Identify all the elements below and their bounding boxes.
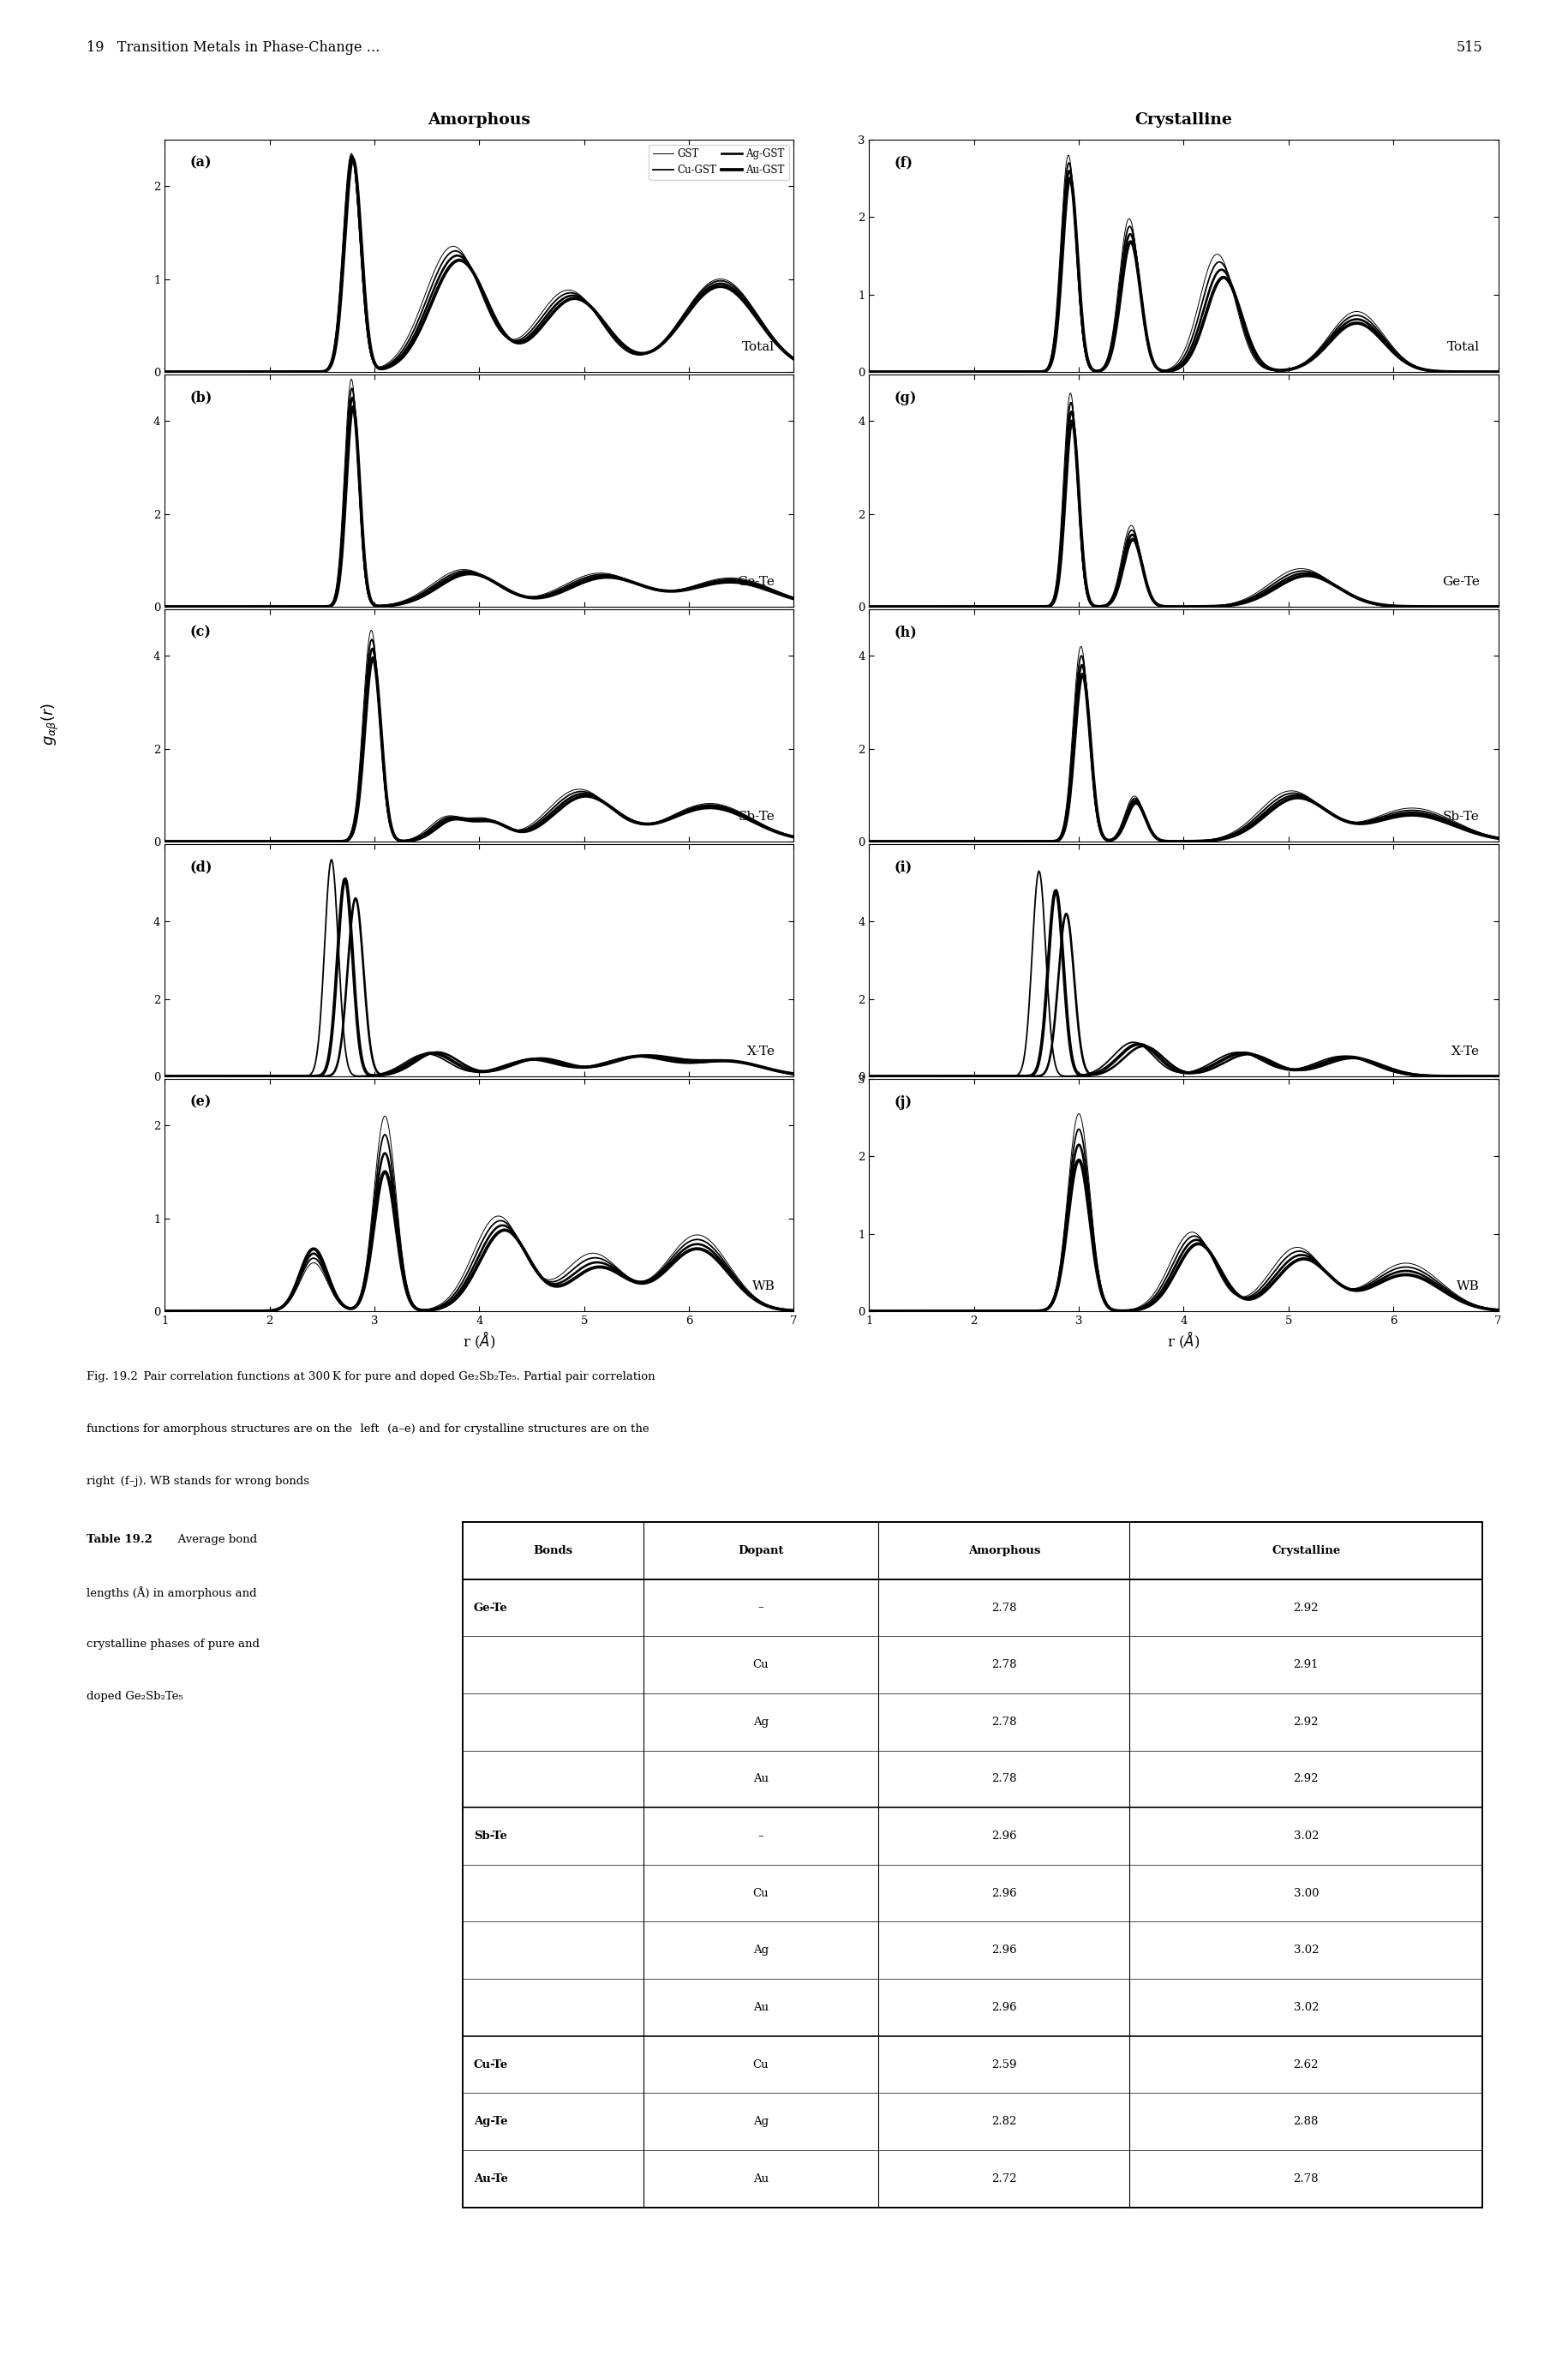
Text: X-Te: X-Te <box>1450 1047 1479 1059</box>
Text: 2.91: 2.91 <box>1292 1658 1319 1670</box>
Text: Au: Au <box>753 1772 768 1784</box>
Text: 3.02: 3.02 <box>1292 2001 1319 2013</box>
Text: Amorphous: Amorphous <box>428 112 530 128</box>
Text: Bonds: Bonds <box>533 1544 572 1556</box>
Text: WB: WB <box>1455 1280 1479 1292</box>
Text: (b): (b) <box>190 390 212 404</box>
Text: (a): (a) <box>190 155 212 171</box>
Text: 2.92: 2.92 <box>1292 1715 1319 1727</box>
Text: Average bond: Average bond <box>172 1534 257 1544</box>
Text: 2.92: 2.92 <box>1292 1772 1319 1784</box>
Text: Crystalline: Crystalline <box>1134 112 1232 128</box>
Text: 2.62: 2.62 <box>1292 2058 1319 2070</box>
Text: Ag: Ag <box>753 1944 768 1956</box>
Legend: GST, Cu-GST, Ag-GST, Au-GST: GST, Cu-GST, Ag-GST, Au-GST <box>649 145 789 181</box>
Text: (d): (d) <box>190 861 212 875</box>
Text: lengths (Å) in amorphous and: lengths (Å) in amorphous and <box>86 1587 256 1599</box>
Text: Cu: Cu <box>753 1658 768 1670</box>
Text: 3.02: 3.02 <box>1292 1944 1319 1956</box>
Text: $g_{\alpha\beta}(r)$: $g_{\alpha\beta}(r)$ <box>39 702 61 745</box>
Text: (e): (e) <box>190 1094 212 1109</box>
Text: Table 19.2: Table 19.2 <box>86 1534 152 1544</box>
Text: 2.59: 2.59 <box>991 2058 1016 2070</box>
Text: WB: WB <box>751 1280 775 1292</box>
Text: 2.78: 2.78 <box>991 1658 1016 1670</box>
Text: Sb-Te: Sb-Te <box>1443 811 1479 823</box>
Text: 2.96: 2.96 <box>991 1829 1016 1841</box>
Text: (i): (i) <box>894 861 913 875</box>
Text: (g): (g) <box>894 390 916 404</box>
Text: Ge-Te: Ge-Te <box>1441 576 1479 588</box>
Text: 2.72: 2.72 <box>991 2172 1016 2184</box>
Text: 515: 515 <box>1455 40 1482 55</box>
Text: 2.78: 2.78 <box>991 1601 1016 1613</box>
Text: Au: Au <box>753 2172 768 2184</box>
Text: 2.96: 2.96 <box>991 2001 1016 2013</box>
Text: functions for amorphous structures are on the   left   (a–e) and for crystalline: functions for amorphous structures are o… <box>86 1423 649 1435</box>
Text: Cu: Cu <box>753 2058 768 2070</box>
Text: Amorphous: Amorphous <box>967 1544 1040 1556</box>
Text: 2.96: 2.96 <box>991 1944 1016 1956</box>
Text: Ag-Te: Ag-Te <box>474 2115 508 2127</box>
Text: (c): (c) <box>190 626 212 640</box>
Text: 2.88: 2.88 <box>1292 2115 1319 2127</box>
Text: Ag: Ag <box>753 2115 768 2127</box>
Text: Ge-Te: Ge-Te <box>474 1601 508 1613</box>
Text: Dopant: Dopant <box>737 1544 784 1556</box>
Text: right  (f–j). WB stands for wrong bonds: right (f–j). WB stands for wrong bonds <box>86 1475 309 1487</box>
Text: (h): (h) <box>894 626 917 640</box>
Text: –: – <box>757 1829 764 1841</box>
Text: Ag: Ag <box>753 1715 768 1727</box>
Text: –: – <box>757 1601 764 1613</box>
Text: Cu: Cu <box>753 1887 768 1898</box>
X-axis label: r ($\AA$): r ($\AA$) <box>463 1330 495 1351</box>
Text: doped Ge₂Sb₂Te₅: doped Ge₂Sb₂Te₅ <box>86 1691 183 1701</box>
Text: Ge-Te: Ge-Te <box>737 576 775 588</box>
Text: Total: Total <box>742 340 775 354</box>
Text: Crystalline: Crystalline <box>1272 1544 1339 1556</box>
Text: 2.92: 2.92 <box>1292 1601 1319 1613</box>
Text: Sb-Te: Sb-Te <box>474 1829 506 1841</box>
Text: Total: Total <box>1446 340 1479 354</box>
Text: Au-Te: Au-Te <box>474 2172 508 2184</box>
Text: 19   Transition Metals in Phase-Change …: 19 Transition Metals in Phase-Change … <box>86 40 379 55</box>
Text: X-Te: X-Te <box>746 1047 775 1059</box>
Text: 2.82: 2.82 <box>991 2115 1016 2127</box>
Text: (f): (f) <box>894 155 913 171</box>
Text: Cu-Te: Cu-Te <box>474 2058 508 2070</box>
Text: 2.78: 2.78 <box>1292 2172 1319 2184</box>
Text: Sb-Te: Sb-Te <box>739 811 775 823</box>
Text: 2.96: 2.96 <box>991 1887 1016 1898</box>
Text: Fig. 19.2 Pair correlation functions at 300 K for pure and doped Ge₂Sb₂Te₅. Part: Fig. 19.2 Pair correlation functions at … <box>86 1370 654 1382</box>
Text: 2.78: 2.78 <box>991 1772 1016 1784</box>
Text: 3.02: 3.02 <box>1292 1829 1319 1841</box>
Text: (j): (j) <box>894 1094 913 1109</box>
X-axis label: r ($\AA$): r ($\AA$) <box>1167 1330 1200 1351</box>
Text: crystalline phases of pure and: crystalline phases of pure and <box>86 1639 259 1649</box>
Text: 3.00: 3.00 <box>1292 1887 1319 1898</box>
Text: 2.78: 2.78 <box>991 1715 1016 1727</box>
Text: Au: Au <box>753 2001 768 2013</box>
